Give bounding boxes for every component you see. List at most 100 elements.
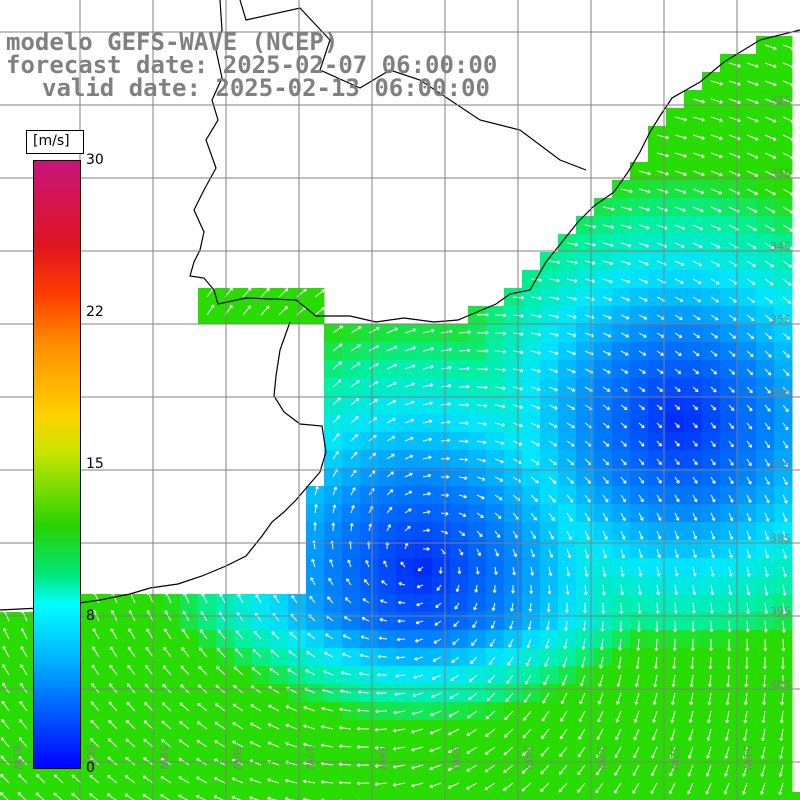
wind-vector-head (91, 683, 95, 687)
wind-vector-head (341, 652, 346, 657)
field-cell (90, 684, 109, 703)
wind-vector-head (785, 372, 790, 376)
wind-vector-head (676, 461, 680, 466)
wind-vector (504, 710, 514, 721)
field-cell (594, 792, 613, 800)
wind-vector-head (698, 262, 703, 267)
field-cell (378, 576, 397, 595)
wind-vector (548, 512, 555, 521)
field-cell (486, 738, 505, 757)
wind-vector (512, 476, 521, 483)
wind-vector (566, 458, 575, 466)
wind-vector (710, 440, 716, 447)
wind-vector (540, 782, 550, 792)
wind-vector-head (687, 790, 691, 795)
wind-vector-head (693, 517, 698, 521)
wind-vector-head (712, 461, 716, 466)
wind-vector-head (607, 370, 611, 374)
wind-vector (620, 404, 628, 410)
wind-vector-head (356, 362, 361, 366)
wind-vector (692, 476, 698, 484)
wind-vector (584, 260, 596, 264)
wind-vector-head (181, 647, 185, 651)
wind-vector (782, 620, 785, 633)
wind-vector (165, 592, 172, 604)
wind-vector (584, 314, 595, 319)
wind-vector (656, 188, 669, 193)
wind-vector (350, 380, 360, 388)
wind-vector (161, 702, 172, 712)
field-cell (108, 702, 127, 721)
wind-vector (379, 618, 388, 622)
wind-vector (386, 471, 394, 478)
wind-vector-head (498, 496, 503, 501)
wind-vector (746, 548, 751, 559)
wind-vector-head (536, 442, 540, 447)
wind-vector-head (577, 771, 581, 776)
wind-vector (231, 796, 242, 800)
wind-vector (350, 487, 356, 496)
wind-vector-head (719, 99, 723, 104)
field-cell (126, 738, 145, 757)
wind-vector-head (427, 510, 431, 514)
wind-vector (620, 476, 627, 484)
wind-vector (181, 628, 190, 640)
wind-vector (476, 512, 484, 518)
field-cell (234, 720, 253, 739)
field-cell (198, 774, 217, 793)
wind-vector (584, 224, 597, 228)
wind-vector (453, 620, 460, 627)
wind-vector (602, 242, 614, 247)
wind-vector (219, 593, 226, 604)
field-cell (468, 666, 487, 685)
wind-vector-head (503, 313, 507, 318)
wind-vector-head (555, 314, 560, 319)
wind-vector (692, 404, 698, 410)
wind-vector-head (160, 757, 165, 761)
field-cell (234, 774, 253, 793)
wind-vector (687, 782, 694, 795)
wind-vector-head (448, 383, 452, 388)
wind-vector (566, 242, 578, 246)
wind-vector (584, 476, 592, 484)
field-cell (90, 612, 109, 631)
wind-vector-head (427, 473, 432, 478)
wind-vector (566, 548, 571, 559)
wind-vector-head (618, 647, 622, 651)
wind-vector-head (266, 305, 270, 310)
wind-vector-head (250, 704, 254, 708)
wind-vector (214, 721, 226, 730)
wind-vector-head (111, 591, 116, 596)
wind-vector-head (655, 610, 660, 614)
wind-vector (267, 723, 280, 730)
wind-vector-head (374, 764, 378, 768)
wind-vector (674, 602, 677, 614)
wind-vector-head (574, 278, 578, 283)
wind-vector-head (416, 602, 420, 607)
wind-vector-head (573, 315, 577, 319)
wind-vector (303, 780, 316, 784)
wind-vector-head (568, 536, 572, 540)
wind-vector (708, 692, 712, 705)
field-cell (324, 702, 343, 721)
wind-vector (656, 368, 664, 374)
longitude-label: 60W (84, 745, 97, 770)
wind-vector-head (19, 719, 23, 723)
wind-vector-head (161, 739, 165, 743)
wind-vector (584, 548, 589, 559)
wind-vector-head (328, 577, 332, 582)
field-cell (306, 504, 325, 523)
wind-vector (255, 594, 262, 604)
wind-vector-head (477, 552, 482, 557)
wind-vector (602, 512, 608, 521)
longitude-label: 54W (522, 745, 535, 770)
field-cell (702, 792, 721, 800)
wind-vector-head (183, 592, 187, 596)
wind-vector-head (247, 287, 252, 291)
wind-vector-head (750, 353, 754, 358)
field-cell (468, 720, 487, 739)
field-cell (90, 792, 109, 800)
wind-vector-head (572, 369, 576, 374)
wind-vector-head (624, 388, 628, 392)
latitude-label: 39S (770, 605, 791, 618)
